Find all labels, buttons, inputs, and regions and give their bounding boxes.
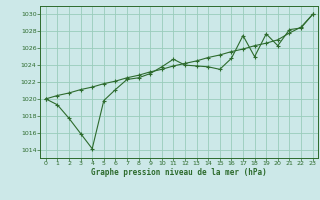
X-axis label: Graphe pression niveau de la mer (hPa): Graphe pression niveau de la mer (hPa) <box>91 168 267 177</box>
